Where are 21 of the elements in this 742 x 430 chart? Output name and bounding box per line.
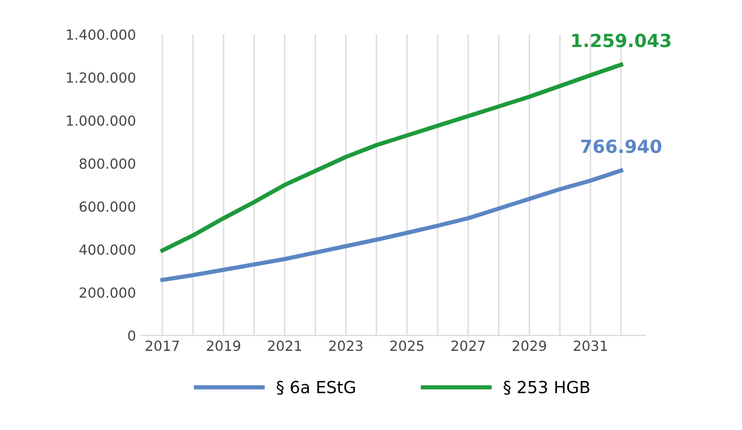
x-tick-label: 2017 <box>146 340 179 352</box>
x-tick-label: 2029 <box>512 340 546 352</box>
y-tick-label: 400.000 <box>79 244 136 255</box>
line-series <box>160 168 624 282</box>
y-tick-label: 600.000 <box>80 201 136 212</box>
legend-label: § 6a EStG <box>276 380 355 395</box>
y-tick-label: 1.200.000 <box>66 72 136 83</box>
x-tick-label: 2031 <box>574 340 607 352</box>
x-tick-label: 2023 <box>329 340 362 352</box>
x-tick-label: 2019 <box>206 340 240 352</box>
y-tick-label: 200.000 <box>80 287 136 298</box>
y-tick-label: 800.000 <box>80 158 136 169</box>
x-tick-label: 2025 <box>390 340 424 352</box>
legend-label: § 253 HGB <box>504 380 590 395</box>
y-tick-label: 1.000.000 <box>66 115 136 126</box>
y-tick-label: 1.400.000 <box>66 29 136 40</box>
annotation: 1.259.043 <box>572 34 670 48</box>
annotation: 766.940 <box>581 139 662 154</box>
x-tick-label: 2021 <box>268 340 302 352</box>
x-tick-label: 2027 <box>452 340 485 352</box>
y-tick-label: 0 <box>128 330 136 341</box>
